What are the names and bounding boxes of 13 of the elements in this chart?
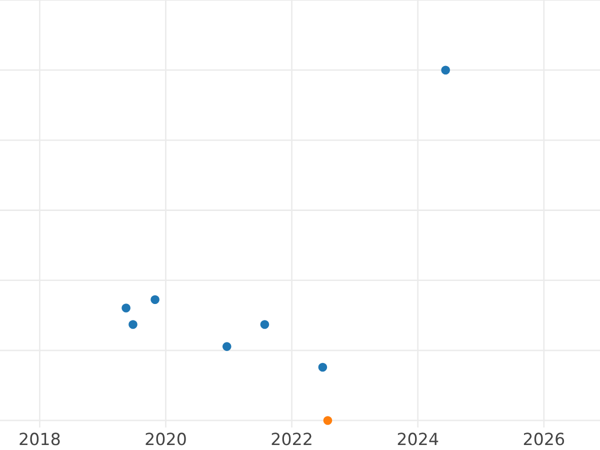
- point: [222, 342, 232, 351]
- x-tick-label: 2026: [524, 432, 564, 446]
- x-tick-label: 2018: [20, 432, 60, 446]
- point: [260, 320, 270, 329]
- point: [323, 416, 332, 425]
- x-tick-label: 2020: [146, 432, 186, 446]
- x-tick-label: 2022: [272, 432, 312, 446]
- x-tick-label: 2024: [398, 432, 438, 446]
- point: [318, 362, 328, 372]
- point: [441, 66, 450, 74]
- point: [150, 295, 160, 304]
- point: [122, 304, 130, 312]
- point: [128, 320, 138, 329]
